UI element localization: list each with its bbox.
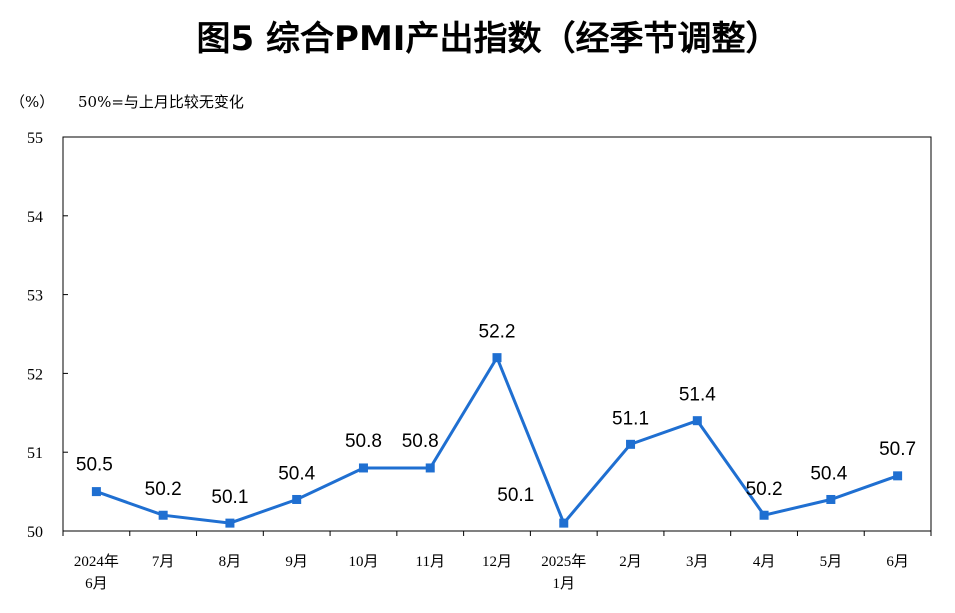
data-label: 50.5 — [76, 455, 113, 476]
data-label: 50.8 — [402, 431, 439, 452]
data-point-marker — [292, 494, 302, 504]
x-tick-label: 6月 — [85, 576, 108, 592]
y-axis: 50 51 52 53 54 55 — [27, 130, 68, 541]
data-point-marker — [826, 494, 836, 504]
data-labels: 50.5 50.2 50.1 50.4 50.8 50.8 52.2 50.1 51.1 51.4… — [76, 322, 916, 508]
plot-area-frame — [62, 136, 932, 532]
x-tick-label: 2025年 — [541, 553, 586, 570]
data-label: 50.2 — [746, 479, 783, 500]
data-label: 50.8 — [345, 431, 382, 452]
data-label: 50.2 — [145, 479, 182, 500]
x-tick-label: 2月 — [619, 554, 642, 570]
x-tick-label: 8月 — [219, 554, 242, 570]
data-point-marker — [225, 518, 235, 528]
x-tick-label: 4月 — [753, 554, 776, 570]
data-label: 50.4 — [278, 463, 315, 484]
y-tick-label: 50 — [27, 524, 43, 541]
data-point-marker — [425, 463, 435, 473]
x-tick-label: 11月 — [416, 554, 445, 570]
data-point-marker — [626, 439, 636, 449]
x-tick-label: 1月 — [553, 576, 576, 592]
x-tick-label: 3月 — [686, 554, 709, 570]
x-tick-label: 12月 — [482, 554, 512, 570]
y-tick-label: 55 — [27, 130, 43, 147]
data-point-marker — [91, 487, 101, 497]
y-tick-label: 51 — [27, 445, 43, 462]
chart-title: 图5 综合PMI产出指数（经季节调整） — [197, 19, 780, 59]
data-point-marker — [759, 510, 769, 520]
x-tick-label: 10月 — [348, 554, 378, 570]
data-label: 52.2 — [479, 322, 516, 343]
y-tick-label: 52 — [27, 366, 43, 383]
x-axis: 2024年 6月 7月 8月 9月 10月 11月 12月 2025年 1月 2月 3月 4月 5月 6月 — [62, 531, 932, 592]
data-point-marker — [492, 353, 502, 363]
x-tick-label: 7月 — [152, 554, 175, 570]
x-tick-label: 5月 — [820, 554, 843, 570]
data-point-marker — [893, 471, 903, 481]
data-label: 50.4 — [810, 463, 847, 484]
data-label: 50.7 — [879, 439, 916, 460]
data-label: 51.1 — [612, 408, 649, 429]
x-tick-label: 2024年 — [74, 553, 119, 570]
y-tick-label: 54 — [27, 209, 43, 226]
data-point-marker — [692, 416, 702, 426]
data-point-marker — [358, 463, 368, 473]
data-label: 50.1 — [211, 487, 248, 508]
data-label: 50.1 — [497, 485, 534, 506]
data-point-marker — [559, 518, 569, 528]
reference-note: 50%=与上月比较无变化 — [78, 93, 244, 111]
data-label: 51.4 — [679, 385, 716, 406]
y-tick-label: 53 — [27, 288, 43, 305]
data-point-marker — [158, 510, 168, 520]
x-tick-label: 9月 — [285, 554, 308, 570]
series-layer — [91, 353, 903, 528]
x-tick-label: 6月 — [886, 554, 909, 570]
y-unit-label: （%） — [10, 93, 54, 111]
